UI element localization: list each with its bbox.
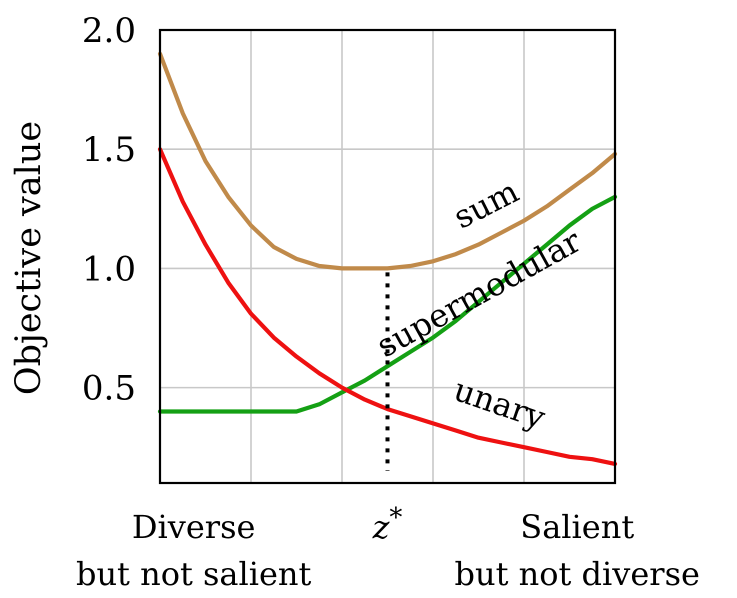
series-supermodular-line <box>157 194 618 414</box>
x-tick-label-line: Salient <box>520 508 634 546</box>
x-tick-label-line: Diverse <box>132 508 256 546</box>
x-tick-label-zstar: z* <box>372 503 403 546</box>
x-tick-label-line: but not diverse <box>455 555 700 593</box>
plot-frame <box>158 28 617 485</box>
y-tick-labels: 2.0 1.5 1.0 0.5 <box>82 11 136 409</box>
x-tick-labels: Diverse but not salient z* Salient but not d… <box>76 503 700 593</box>
y-tick-label: 1.5 <box>82 130 136 170</box>
y-tick-label: 2.0 <box>82 11 136 51</box>
series-label-unary: unary <box>449 370 550 436</box>
x-tick-label-line: but not salient <box>76 555 312 593</box>
series-lines <box>157 51 618 466</box>
y-tick-label: 0.5 <box>82 369 136 409</box>
y-axis-title: Objective value <box>9 121 49 395</box>
y-tick-label: 1.0 <box>82 249 136 289</box>
series-unary-line <box>157 147 618 466</box>
series-sum-line <box>157 51 618 271</box>
